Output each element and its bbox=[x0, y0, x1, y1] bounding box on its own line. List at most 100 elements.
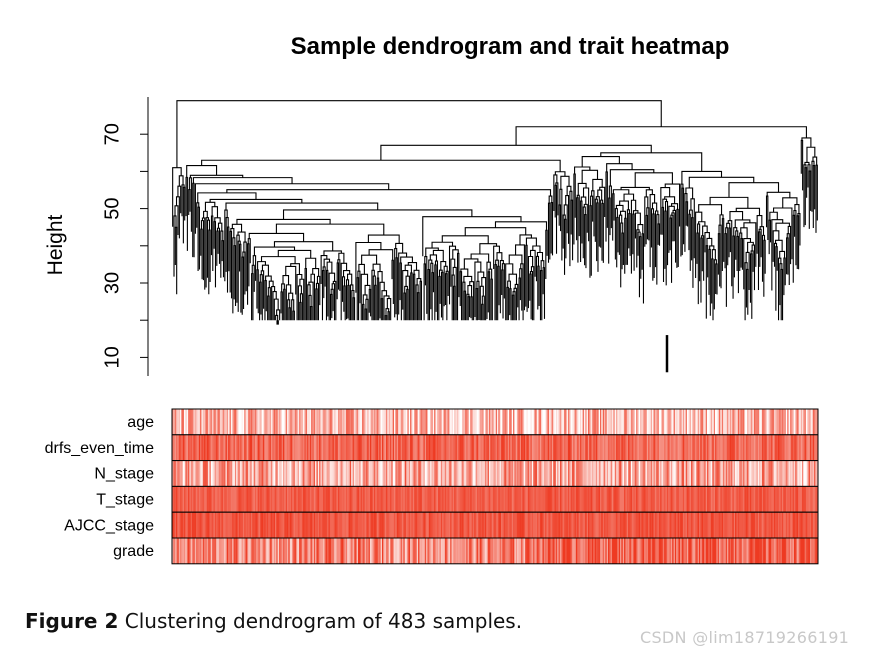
heatmap-cell bbox=[246, 434, 249, 461]
heatmap-cell bbox=[456, 409, 459, 435]
heatmap-cell bbox=[206, 538, 209, 564]
heatmap-cell bbox=[530, 409, 533, 435]
heatmap-cell bbox=[744, 538, 747, 564]
heatmap-cell bbox=[380, 512, 383, 538]
heatmap-cell bbox=[804, 460, 807, 487]
heatmap-cell bbox=[491, 434, 494, 461]
heatmap-cell bbox=[801, 434, 804, 461]
heatmap-cell bbox=[731, 538, 733, 564]
heatmap-cell bbox=[692, 434, 695, 461]
heatmap-cell bbox=[224, 486, 226, 513]
heatmap-cell bbox=[781, 512, 784, 538]
heatmap-cell bbox=[327, 434, 329, 461]
heatmap-cell bbox=[624, 434, 626, 461]
heatmap-cell bbox=[662, 434, 665, 461]
heatmap-cell bbox=[583, 409, 586, 435]
heatmap-cell bbox=[673, 409, 676, 435]
heatmap-cell bbox=[380, 460, 383, 487]
heatmap-cell bbox=[455, 486, 458, 513]
heatmap-cell bbox=[274, 460, 277, 487]
heatmap-cell bbox=[595, 538, 598, 564]
heatmap-cell bbox=[728, 460, 731, 487]
heatmap-cell bbox=[514, 538, 517, 564]
heatmap-cell bbox=[347, 512, 349, 538]
heatmap-cell bbox=[561, 434, 563, 461]
dendrogram-link bbox=[662, 198, 668, 208]
heatmap-cell bbox=[487, 409, 490, 435]
heatmap-cell bbox=[390, 486, 392, 513]
heatmap-cell bbox=[591, 512, 594, 538]
heatmap-cell bbox=[245, 486, 248, 513]
heatmap-cell bbox=[303, 409, 305, 435]
heatmap-cell bbox=[664, 486, 666, 513]
heatmap-cell bbox=[723, 512, 725, 538]
heatmap-cell bbox=[285, 538, 288, 564]
heatmap-cell bbox=[646, 409, 649, 435]
heatmap-cell bbox=[747, 460, 749, 487]
heatmap-cell bbox=[771, 409, 773, 435]
heatmap-cell bbox=[735, 486, 737, 513]
heatmap-cell bbox=[589, 460, 592, 487]
dendrogram-link bbox=[271, 286, 276, 321]
heatmap-cell bbox=[804, 434, 807, 461]
heatmap-cell bbox=[515, 486, 518, 513]
heatmap-cell bbox=[407, 434, 410, 461]
heatmap-cell bbox=[415, 460, 418, 487]
dendrogram-link bbox=[529, 249, 536, 277]
heatmap-cell bbox=[599, 409, 602, 435]
dendrogram-link bbox=[231, 223, 243, 233]
heatmap-cell bbox=[813, 512, 816, 538]
heatmap-cell bbox=[509, 512, 511, 538]
dendrogram-link bbox=[624, 217, 627, 274]
heatmap-cell bbox=[541, 409, 543, 435]
heatmap-cell bbox=[800, 409, 803, 435]
heatmap-cell bbox=[359, 538, 361, 564]
heatmap-cell bbox=[467, 409, 470, 435]
heatmap-cell bbox=[436, 512, 439, 538]
heatmap-cell bbox=[264, 538, 267, 564]
heatmap-cell bbox=[361, 460, 364, 487]
heatmap-cell bbox=[351, 512, 353, 538]
dendrogram-link bbox=[736, 235, 739, 294]
heatmap-cell bbox=[629, 434, 632, 461]
heatmap-cell bbox=[426, 409, 428, 435]
heatmap-cell bbox=[188, 409, 190, 435]
heatmap-cell bbox=[305, 486, 308, 513]
heatmap-cell bbox=[605, 409, 608, 435]
heatmap-cell bbox=[506, 512, 509, 538]
heatmap-cell bbox=[288, 486, 291, 513]
heatmap-cell bbox=[442, 538, 444, 564]
heatmap-cell bbox=[351, 486, 353, 513]
heatmap-cell bbox=[783, 460, 785, 487]
heatmap-cell bbox=[764, 512, 767, 538]
heatmap-cell bbox=[244, 512, 246, 538]
heatmap-cell bbox=[527, 460, 530, 487]
heatmap-cell bbox=[305, 409, 308, 435]
heatmap-cell bbox=[557, 538, 559, 564]
heatmap-cell bbox=[208, 434, 210, 461]
heatmap-cell bbox=[717, 512, 720, 538]
heatmap-cell bbox=[673, 434, 676, 461]
heatmap-cell bbox=[272, 538, 275, 564]
heatmap-cell bbox=[406, 538, 408, 564]
dendrogram-link bbox=[452, 249, 459, 260]
dendrogram-link bbox=[347, 284, 350, 321]
heatmap-cell bbox=[232, 538, 234, 564]
heatmap-cell bbox=[756, 538, 759, 564]
heatmap-cell bbox=[713, 460, 716, 487]
heatmap-cell bbox=[392, 486, 395, 513]
heatmap-cell bbox=[541, 434, 543, 461]
heatmap-cell bbox=[296, 512, 299, 538]
heatmap-cell bbox=[395, 486, 398, 513]
heatmap-cell bbox=[483, 460, 486, 487]
heatmap-cell bbox=[685, 512, 688, 538]
dendrogram-link bbox=[515, 126, 807, 146]
heatmap-cell bbox=[755, 538, 757, 564]
heatmap-cell bbox=[573, 434, 575, 461]
heatmap-cell bbox=[424, 512, 427, 538]
dendrogram-link bbox=[800, 139, 804, 191]
heatmap-cell bbox=[616, 486, 618, 513]
heatmap-cell bbox=[188, 434, 190, 461]
heatmap-cell bbox=[422, 409, 424, 435]
heatmap-cell bbox=[638, 460, 641, 487]
